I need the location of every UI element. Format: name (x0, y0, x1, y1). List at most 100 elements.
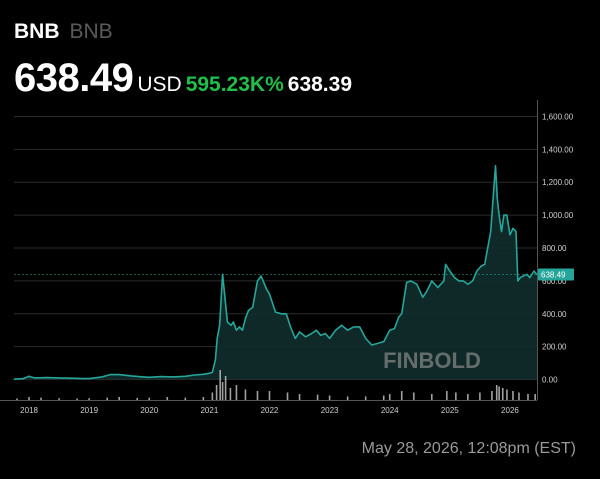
volume-bar (298, 394, 301, 400)
data-point (70, 377, 72, 379)
last-price-tag (538, 268, 574, 281)
volume-bar (467, 394, 469, 400)
data-point (389, 329, 391, 331)
x-tick-label: 2019 (80, 406, 98, 415)
volume-bar (316, 394, 319, 400)
data-point (256, 280, 259, 282)
data-point (405, 281, 408, 284)
data-point (232, 321, 235, 323)
volume-bar (382, 395, 385, 400)
data-point (480, 265, 482, 267)
data-point (472, 280, 474, 282)
data-point (82, 377, 84, 380)
data-point (160, 375, 162, 378)
y-tick-label: 600.00 (542, 277, 567, 286)
volume-bar (235, 385, 238, 400)
volume-bar (430, 394, 433, 400)
volume-bar (495, 385, 498, 400)
data-point (184, 375, 186, 377)
volume-bar (148, 397, 151, 400)
data-point (494, 165, 497, 167)
data-point (13, 378, 15, 380)
data-point (492, 198, 494, 200)
data-point (214, 359, 216, 361)
data-point (58, 377, 60, 379)
data-point (449, 270, 451, 272)
data-point (500, 230, 503, 233)
data-point (324, 332, 326, 335)
data-point (274, 311, 277, 313)
data-point (130, 375, 132, 377)
data-point (265, 288, 268, 290)
x-tick-label: 2023 (321, 406, 339, 415)
data-point (319, 334, 322, 336)
percent-change: 595.23K% (185, 73, 284, 96)
volume-bar (256, 391, 259, 400)
data-point (202, 373, 204, 375)
volume-bar (346, 396, 349, 400)
data-point (443, 280, 445, 282)
x-tick-label: 2022 (261, 406, 279, 415)
volume-bar (202, 397, 205, 400)
data-point (490, 230, 492, 233)
volume-bar (88, 398, 90, 400)
data-point (484, 263, 486, 266)
data-point (329, 337, 331, 340)
y-tick-label: 400.00 (542, 310, 567, 319)
data-point (28, 375, 30, 377)
data-point (462, 280, 464, 282)
data-point (371, 344, 373, 346)
data-point (536, 273, 538, 276)
data-point (238, 326, 241, 328)
data-point (487, 247, 489, 249)
price-chart: 0.00 200.00 400.00 600.00 800.00 1,000.00 1,20… (0, 100, 600, 422)
volume-bar (491, 391, 493, 400)
data-point (268, 293, 271, 295)
data-point (365, 337, 367, 340)
volume-bar (446, 391, 448, 400)
data-point (211, 371, 213, 373)
data-point (515, 230, 517, 233)
data-point (289, 326, 292, 328)
volume-bar (184, 397, 187, 400)
volume-bar (518, 392, 520, 400)
data-point (226, 321, 229, 323)
data-point (445, 263, 447, 266)
data-point (241, 329, 244, 331)
data-point (529, 277, 531, 279)
volume-bar (479, 392, 481, 400)
data-point (22, 378, 24, 380)
data-point (383, 341, 385, 343)
data-point (310, 332, 313, 335)
data-point (335, 329, 337, 331)
data-point (285, 313, 287, 315)
volume-bar (118, 397, 121, 400)
data-point (512, 227, 514, 229)
title-row: BNB BNB (14, 20, 113, 44)
volume-bar (412, 392, 415, 400)
data-point (416, 283, 418, 285)
data-point (426, 290, 428, 292)
data-point (437, 286, 439, 289)
volume-bar (224, 376, 227, 400)
watermark-logo: FINBOLD (383, 348, 481, 373)
data-point (347, 329, 349, 331)
volume-bar (244, 389, 247, 400)
data-point (46, 376, 48, 379)
y-tick-label: 1,600.00 (542, 112, 574, 121)
volume-bar (166, 397, 169, 400)
volume-bar (512, 391, 514, 400)
volume-bar (221, 382, 224, 400)
data-point (341, 324, 343, 326)
data-point (34, 377, 36, 379)
volume-bar (328, 395, 331, 400)
y-tick-label: 1,400.00 (542, 145, 574, 154)
data-point (118, 374, 120, 376)
volume-bar (211, 392, 214, 400)
x-tick-label: 2021 (200, 406, 218, 415)
data-point (496, 198, 498, 200)
volume-bar (286, 392, 289, 400)
volume-bar (506, 389, 508, 400)
data-point (377, 342, 379, 344)
data-point (517, 280, 519, 282)
